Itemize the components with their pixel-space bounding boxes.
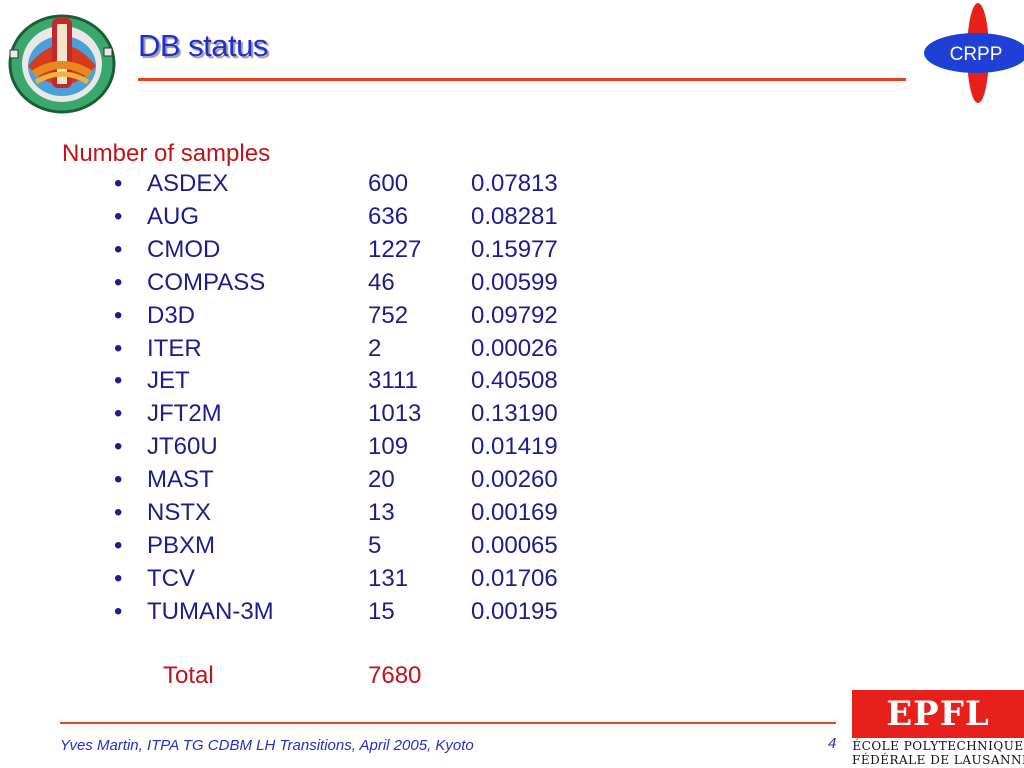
sample-row: • PBXM 5 0.00065 [0,532,620,564]
row-bullet: • [114,564,123,592]
sample-row: • ASDEX 600 0.07813 [0,170,620,202]
sample-row: • NSTX 13 0.00169 [0,499,620,531]
sample-fraction: 0.00599 [471,268,558,296]
sample-count: 109 [368,433,409,461]
sample-fraction: 0.00195 [471,597,558,625]
device-name: NSTX [147,499,212,526]
row-bullet: • [114,531,123,559]
sample-row: • ITER 2 0.00026 [0,335,620,367]
sample-row: • MAST 20 0.00260 [0,466,620,498]
sample-count: 752 [368,301,409,329]
row-bullet: • [114,202,123,230]
row-bullet: • [114,433,123,461]
page-number: 4 [828,735,837,752]
section-heading: Number of samples [62,140,271,167]
total-value: 7680 [368,662,422,689]
sample-count: 3111 [368,367,418,395]
sample-row: • TUMAN-3M 15 0.00195 [0,598,620,630]
sample-fraction: 0.07813 [471,170,558,197]
epfl-logo-box: EPFL [852,690,1024,738]
sample-row: • AUG 636 0.08281 [0,203,620,235]
row-bullet: • [114,597,123,625]
sample-count: 15 [368,597,395,625]
sample-row: • COMPASS 46 0.00599 [0,269,620,301]
device-name: AUG [147,202,200,230]
device-name: JFT2M [147,400,222,428]
device-name: PBXM [147,531,216,559]
device-name: COMPASS [147,268,266,296]
sample-fraction: 0.15977 [471,235,558,263]
sample-count: 5 [368,531,382,559]
device-name: CMOD [147,235,221,263]
row-bullet: • [114,170,123,197]
device-name: TCV [147,564,195,592]
sample-row: • CMOD 1227 0.15977 [0,236,620,268]
sample-fraction: 0.00260 [471,466,558,494]
sample-fraction: 0.01419 [471,433,558,461]
crpp-logo: CRPP [924,3,1024,103]
epfl-logo: EPFL ÉCOLE POLYTECHNIQUE FÉDÉRALE DE LAU… [852,690,1024,768]
device-name: ITER [147,334,202,362]
tokamak-logo [8,14,116,114]
device-name: ASDEX [147,170,229,197]
title-divider [138,78,906,81]
row-bullet: • [114,301,123,329]
sample-count: 13 [368,499,395,526]
epfl-logo-line2: FÉDÉRALE DE LAUSANNE [852,753,1024,767]
sample-row: • TCV 131 0.01706 [0,565,620,597]
sample-count: 20 [368,466,395,494]
epfl-logo-mark: EPFL [886,694,990,734]
footer-text: Yves Martin, ITPA TG CDBM LH Transitions… [60,737,474,754]
sample-fraction: 0.13190 [471,400,558,428]
row-bullet: • [114,235,123,263]
sample-count: 2 [368,334,382,362]
sample-count: 131 [368,564,409,592]
device-name: D3D [147,301,196,329]
footer-divider [60,722,836,724]
device-name: JET [147,367,190,395]
sample-count: 1013 [368,400,422,428]
row-bullet: • [114,400,123,428]
sample-count: 636 [368,202,409,230]
sample-count: 46 [368,268,395,296]
row-bullet: • [114,268,123,296]
sample-fraction: 0.00065 [471,531,558,559]
row-bullet: • [114,334,123,362]
device-name: TUMAN-3M [147,597,274,625]
sample-fraction: 0.08281 [471,202,558,230]
row-bullet: • [114,367,123,395]
sample-row: • JFT2M 1013 0.13190 [0,400,620,432]
sample-fraction: 0.01706 [471,564,558,592]
sample-row: • JET 3111 0.40508 [0,367,620,399]
sample-count: 600 [368,170,409,197]
sample-fraction: 0.00026 [471,334,558,362]
slide-title: DB status [138,28,268,63]
total-label: Total [163,662,214,689]
device-name: MAST [147,466,214,494]
sample-row: • D3D 752 0.09792 [0,302,620,334]
sample-fraction: 0.09792 [471,301,558,329]
device-name: JT60U [147,433,218,461]
sample-count: 1227 [368,235,422,263]
sample-row: • JT60U 109 0.01419 [0,433,620,465]
row-bullet: • [114,499,123,526]
row-bullet: • [114,466,123,494]
sample-fraction: 0.40508 [471,367,558,395]
sample-fraction: 0.00169 [471,499,558,526]
crpp-logo-text: CRPP [950,44,1003,65]
epfl-logo-line1: ÉCOLE POLYTECHNIQUE [852,739,1024,753]
